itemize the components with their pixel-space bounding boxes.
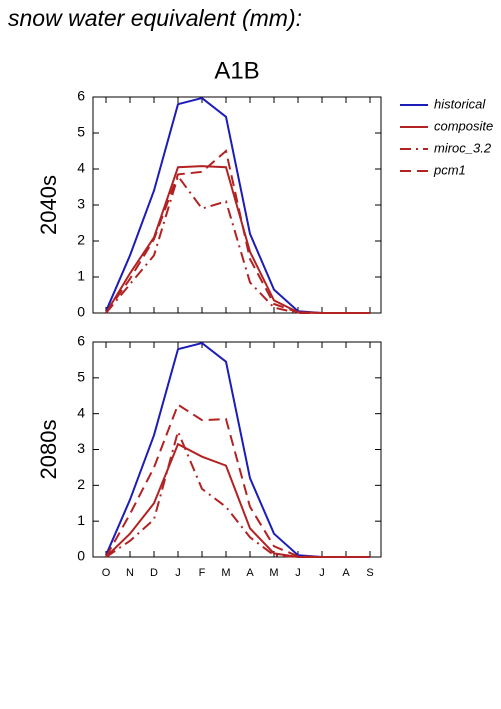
y-tick-label: 2 <box>77 232 85 248</box>
y-tick-label: 0 <box>77 548 85 564</box>
legend-label: pcm1 <box>433 162 466 177</box>
x-tick-label: J <box>175 567 181 579</box>
y-tick-label: 2 <box>77 476 85 492</box>
series-line <box>105 149 370 314</box>
y-tick-label: 1 <box>77 268 85 284</box>
y-tick-label: 3 <box>77 196 85 212</box>
x-tick-label: J <box>319 567 325 579</box>
y-axis-label: 2040s <box>36 175 61 235</box>
y-tick-label: 4 <box>77 404 85 420</box>
chart-title: snow water equivalent (mm): <box>8 5 302 31</box>
x-tick-label: A <box>342 567 350 579</box>
y-tick-label: 4 <box>77 160 85 176</box>
x-tick-label: N <box>126 567 134 579</box>
series-line <box>105 96 370 314</box>
legend-label: historical <box>434 96 486 111</box>
x-tick-label: S <box>366 567 373 579</box>
series-line <box>105 428 370 558</box>
x-tick-label: A <box>246 567 254 579</box>
series-line <box>105 341 370 558</box>
y-tick-label: 5 <box>77 369 85 385</box>
scenario-title: A1B <box>214 57 259 84</box>
legend-label: composite <box>434 118 493 133</box>
series-line <box>105 174 370 314</box>
y-tick-label: 1 <box>77 512 85 528</box>
y-tick-label: 6 <box>77 88 85 104</box>
x-tick-label: D <box>150 567 158 579</box>
x-tick-label: O <box>102 567 111 579</box>
y-tick-label: 3 <box>77 440 85 456</box>
x-tick-label: M <box>269 567 278 579</box>
x-tick-label: J <box>295 567 301 579</box>
x-tick-label: M <box>221 567 230 579</box>
x-tick-label: F <box>199 567 206 579</box>
y-tick-label: 5 <box>77 124 85 140</box>
y-tick-label: 6 <box>77 333 85 349</box>
legend-label: miroc_3.2 <box>434 140 492 155</box>
series-line <box>105 403 370 558</box>
y-tick-label: 0 <box>77 304 85 320</box>
y-axis-label: 2080s <box>36 420 61 480</box>
